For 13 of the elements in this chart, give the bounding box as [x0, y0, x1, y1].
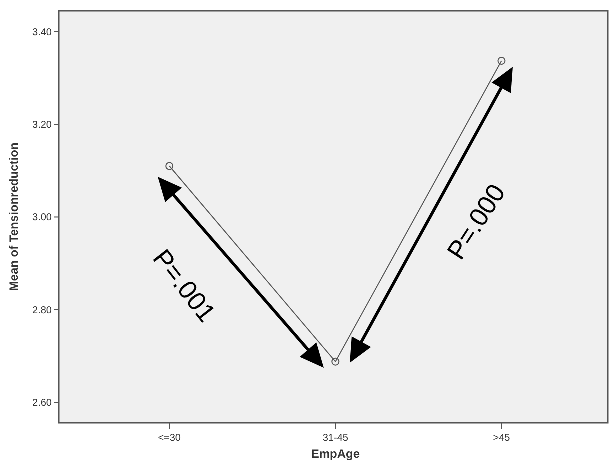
x-tick-label: 31-45	[322, 433, 349, 444]
y-tick-label: 3.00	[32, 212, 52, 224]
x-tick-label: >45	[493, 433, 511, 444]
y-tick-label: 3.20	[32, 120, 52, 132]
y-axis-title: Mean of Tensionreduction	[7, 142, 21, 292]
y-tick-label: 2.60	[32, 398, 52, 410]
point	[166, 162, 174, 170]
y-tick-label: 2.80	[32, 305, 52, 316]
x-axis-title: EmpAge	[311, 447, 360, 461]
x-tick-label: <=30	[158, 433, 182, 444]
y-tick-label: 3.40	[32, 27, 52, 38]
point	[498, 57, 506, 66]
point	[332, 358, 340, 366]
